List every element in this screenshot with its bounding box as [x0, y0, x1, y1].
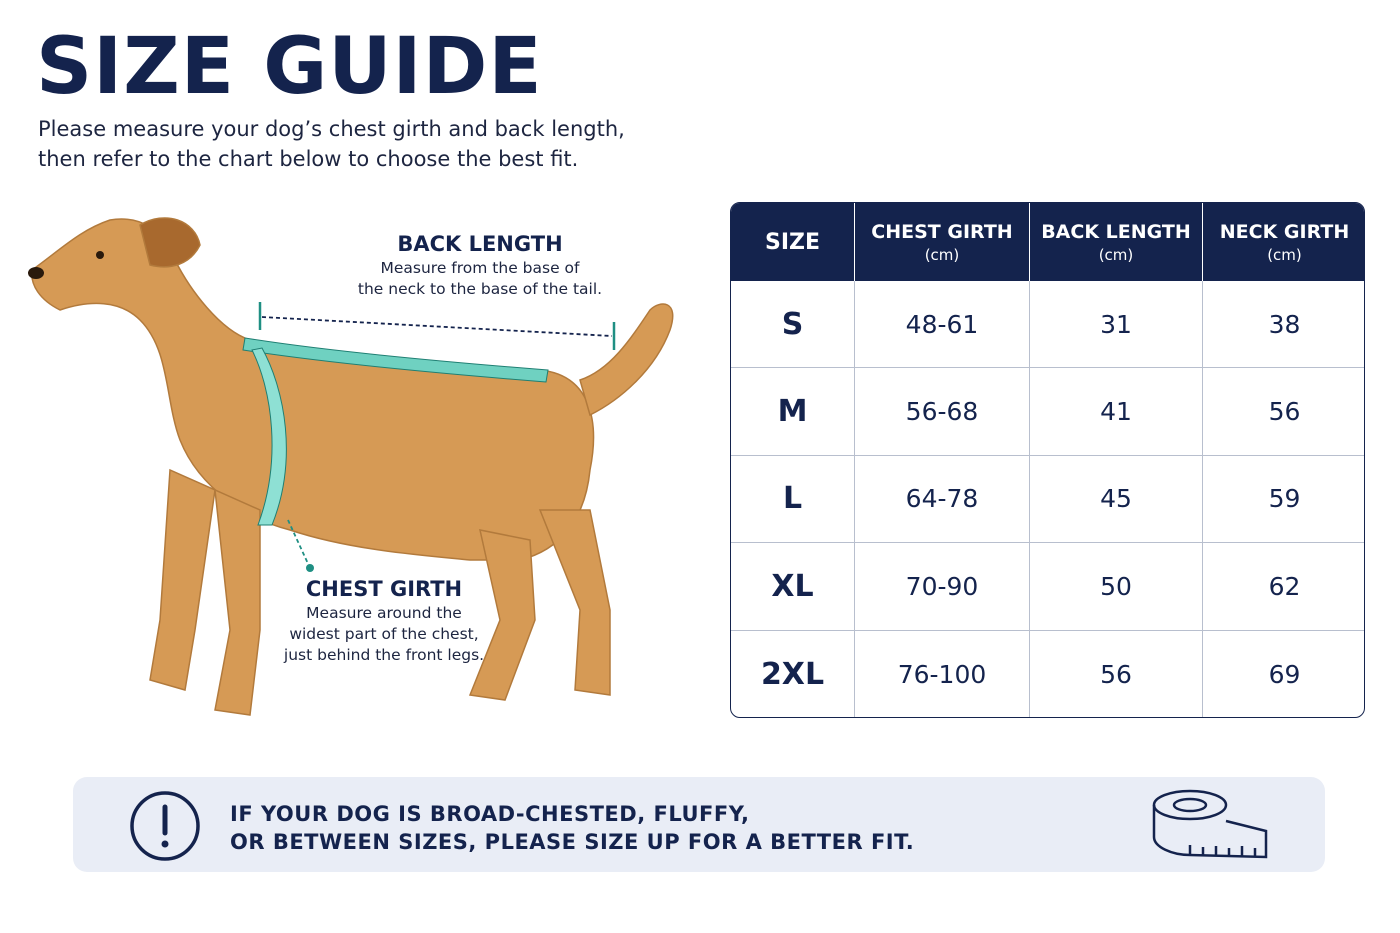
dog-eye: [96, 251, 104, 259]
size-cell: 2XL: [731, 630, 855, 717]
value-cell: 41: [1030, 368, 1203, 456]
leader-dot: [306, 564, 314, 572]
desc-line: Measure around the: [306, 604, 462, 622]
header-title: SIZE: [764, 229, 820, 255]
desc-line: just behind the front legs.: [283, 646, 485, 664]
leader-line: [287, 519, 311, 569]
chest-girth-callout: CHEST GIRTH Measure around the widest pa…: [254, 577, 514, 666]
tape-icon: [1152, 789, 1268, 859]
value-cell: 64-78: [855, 455, 1030, 544]
size-table: SIZE CHEST GIRTH (cm) BACK LENGTH (cm) NECK G…: [730, 202, 1365, 718]
value-cell: 56: [1030, 630, 1203, 717]
value-cell: 62: [1203, 543, 1364, 631]
size-cell: S: [731, 281, 855, 369]
size-cell: XL: [731, 543, 855, 631]
value-cell: 45: [1030, 455, 1203, 544]
header-cell: NECK GIRTH (cm): [1203, 203, 1364, 281]
note-box: [73, 777, 1325, 872]
note-line: OR BETWEEN SIZES, PLEASE SIZE UP FOR A B…: [230, 830, 915, 854]
callout-desc: Measure around the widest part of the ch…: [254, 603, 514, 666]
header-unit: (cm): [924, 245, 960, 264]
chest-tape: [251, 347, 287, 526]
value-cell: 48-61: [855, 281, 1030, 369]
callout-label: CHEST GIRTH: [305, 577, 463, 601]
dog-nose: [28, 267, 44, 279]
value-cell: 76-100: [855, 630, 1030, 717]
header-title: BACK LENGTH: [1041, 220, 1191, 243]
intro-line: Please measure your dog’s chest girth an…: [38, 117, 625, 141]
size-cell: M: [731, 368, 855, 456]
intro-line: then refer to the chart below to choose …: [38, 147, 579, 171]
desc-line: the neck to the base of the tail.: [357, 280, 603, 298]
callout-label: BACK LENGTH: [397, 232, 563, 256]
header-title: NECK GIRTH: [1219, 220, 1350, 243]
back-arrow: [261, 316, 613, 337]
back-tape: [242, 337, 549, 383]
value-cell: 56-68: [855, 368, 1030, 456]
header-unit: (cm): [1098, 245, 1134, 264]
intro: Please measure your dog’s chest girth an…: [38, 114, 625, 174]
header-title: CHEST GIRTH: [871, 220, 1013, 243]
header-cell: CHEST GIRTH (cm): [855, 203, 1030, 281]
title: SIZE GUIDE: [36, 22, 543, 112]
note-text: IF YOUR DOG IS BROAD-CHESTED, FLUFFY, OR…: [230, 800, 914, 856]
value-cell: 38: [1203, 281, 1364, 369]
value-cell: 31: [1030, 281, 1203, 369]
header-cell: BACK LENGTH (cm): [1030, 203, 1203, 281]
desc-line: Measure from the base of: [380, 259, 580, 277]
header-unit: (cm): [1267, 245, 1302, 264]
note-line: IF YOUR DOG IS BROAD-CHESTED, FLUFFY,: [230, 802, 750, 826]
size-cell: L: [731, 455, 855, 544]
value-cell: 70-90: [855, 543, 1030, 631]
value-cell: 50: [1030, 543, 1203, 631]
value-cell: 59: [1203, 456, 1364, 544]
back-length-callout: BACK LENGTH Measure from the base of the…: [330, 232, 630, 300]
value-cell: 56: [1203, 368, 1364, 456]
header-cell: SIZE: [731, 203, 855, 281]
warning-icon: [130, 791, 200, 861]
desc-line: widest part of the chest,: [289, 625, 479, 643]
dog-illustration: [28, 217, 674, 716]
value-cell: 69: [1268, 659, 1301, 689]
callout-desc: Measure from the base of the neck to the…: [330, 258, 630, 300]
